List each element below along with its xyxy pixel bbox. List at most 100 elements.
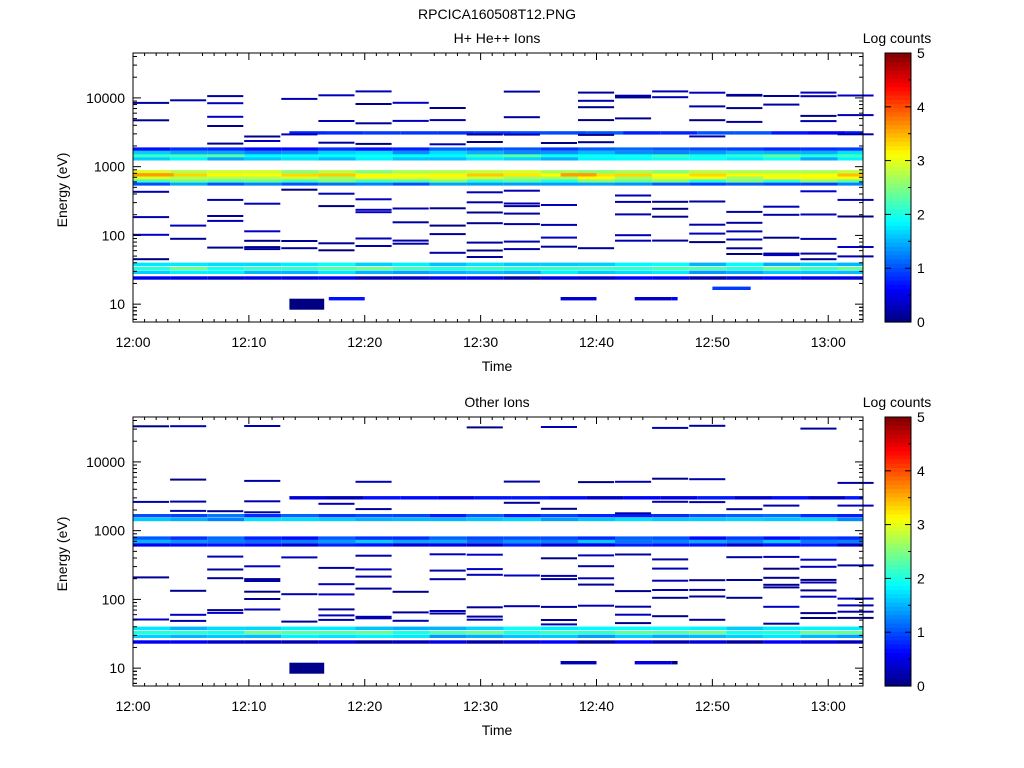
heatmap-cell (726, 536, 764, 540)
heatmap-cell (652, 262, 690, 266)
heatmap-cell (837, 179, 863, 183)
colorbar-swatch (885, 187, 911, 193)
heatmap-cell (615, 213, 652, 216)
colorbar-swatch (885, 660, 911, 666)
heatmap-cell (615, 276, 653, 280)
heatmap-cell (207, 115, 244, 118)
colorbar-swatch (885, 53, 911, 58)
heatmap-cell (355, 142, 392, 145)
heatmap-cell (318, 566, 355, 569)
colorbar-swatch (885, 233, 911, 239)
heatmap-cell (392, 150, 430, 155)
heatmap-cell (318, 502, 355, 505)
heatmap-cell (207, 514, 245, 518)
heatmap-cell (578, 150, 616, 155)
heatmap-cell (170, 176, 208, 180)
heatmap-cell (763, 555, 800, 558)
heatmap-cell (540, 619, 577, 621)
heatmap-cell (800, 91, 837, 94)
heatmap-cell (170, 536, 208, 540)
heatmap-cell (170, 179, 208, 183)
heatmap-cell (578, 266, 616, 271)
heatmap-cell (540, 623, 577, 626)
heatmap-cell (800, 578, 837, 581)
colorbar-swatch (885, 564, 911, 569)
heatmap-cell (466, 201, 503, 204)
heatmap-cell (466, 182, 504, 186)
heatmap-cell (207, 568, 244, 571)
heatmap-cell (689, 153, 727, 158)
heatmap-cell (355, 508, 392, 511)
heatmap-cell (800, 634, 838, 638)
heatmap-cell (170, 270, 208, 274)
heatmap-cell (578, 147, 616, 151)
heatmap-cell (466, 150, 504, 155)
heatmap-cell (355, 170, 393, 174)
heatmap-cell (560, 661, 597, 665)
heatmap-cell (652, 150, 690, 155)
colorbar-swatch (885, 501, 911, 506)
heatmap-cell (800, 170, 838, 174)
colorbar-swatch (885, 149, 911, 155)
heatmap-cell (652, 536, 690, 540)
heatmap-cell (660, 131, 698, 135)
heatmap-cell (170, 478, 207, 481)
heatmap-cell (763, 179, 801, 183)
heatmap-cell (392, 276, 430, 280)
heatmap-cell (318, 150, 356, 155)
heatmap-cell (540, 245, 577, 248)
heatmap-cell (318, 170, 356, 174)
heatmap-cell (207, 170, 245, 174)
heatmap-cell (540, 179, 578, 183)
colorbar-swatch (885, 107, 911, 113)
heatmap-cell (540, 557, 577, 560)
heatmap-cell (800, 270, 838, 274)
heatmap-cell (466, 615, 503, 618)
heatmap-cell (763, 270, 801, 274)
heatmap-cell (207, 543, 245, 547)
heatmap-cell (837, 215, 874, 218)
colorbar-swatch (885, 221, 911, 226)
heatmap-cell (503, 205, 540, 208)
heatmap-cell (726, 210, 763, 213)
heatmap-cell (503, 517, 541, 522)
heatmap-cell (689, 270, 727, 274)
heatmap-cell (615, 234, 652, 237)
heatmap-cell (503, 240, 540, 243)
heatmap-cell (281, 630, 319, 635)
heatmap-cell (800, 640, 838, 644)
heatmap-cell (540, 536, 578, 540)
heatmap-cell (355, 480, 392, 483)
heatmap-cell (615, 117, 652, 120)
heatmap-cell (800, 630, 838, 635)
heatmap-cell (578, 247, 615, 250)
heatmap-cell (615, 182, 653, 186)
heatmap-cell (800, 565, 837, 568)
heatmap-cell (837, 640, 863, 644)
colorbar-swatch (885, 652, 911, 658)
heatmap-cell (800, 262, 838, 266)
heatmap-cell (726, 157, 764, 161)
colorbar-swatch (885, 572, 911, 578)
heatmap-cell (615, 626, 653, 630)
heatmap-cell (837, 114, 874, 117)
heatmap-cell (318, 266, 356, 271)
heatmap-cell (800, 190, 837, 193)
colorbar-swatch (885, 90, 911, 96)
heatmap-cell (578, 179, 616, 183)
heatmap-cell (578, 91, 615, 94)
heatmap-cell (578, 536, 616, 540)
colorbar-swatch (885, 145, 911, 151)
heatmap-cell (392, 640, 430, 644)
heatmap-cell (170, 509, 207, 512)
heatmap-cell (689, 157, 727, 161)
heatmap-cell (837, 481, 874, 484)
heatmap-cell (652, 200, 689, 203)
colorbar-swatch (885, 309, 911, 315)
heatmap-cell (689, 424, 726, 427)
heatmap-cell (207, 179, 245, 183)
heatmap-cell (763, 634, 801, 638)
colorbar-swatch (885, 433, 911, 439)
heatmap-cell (615, 640, 653, 644)
heatmap-cell (466, 640, 504, 644)
